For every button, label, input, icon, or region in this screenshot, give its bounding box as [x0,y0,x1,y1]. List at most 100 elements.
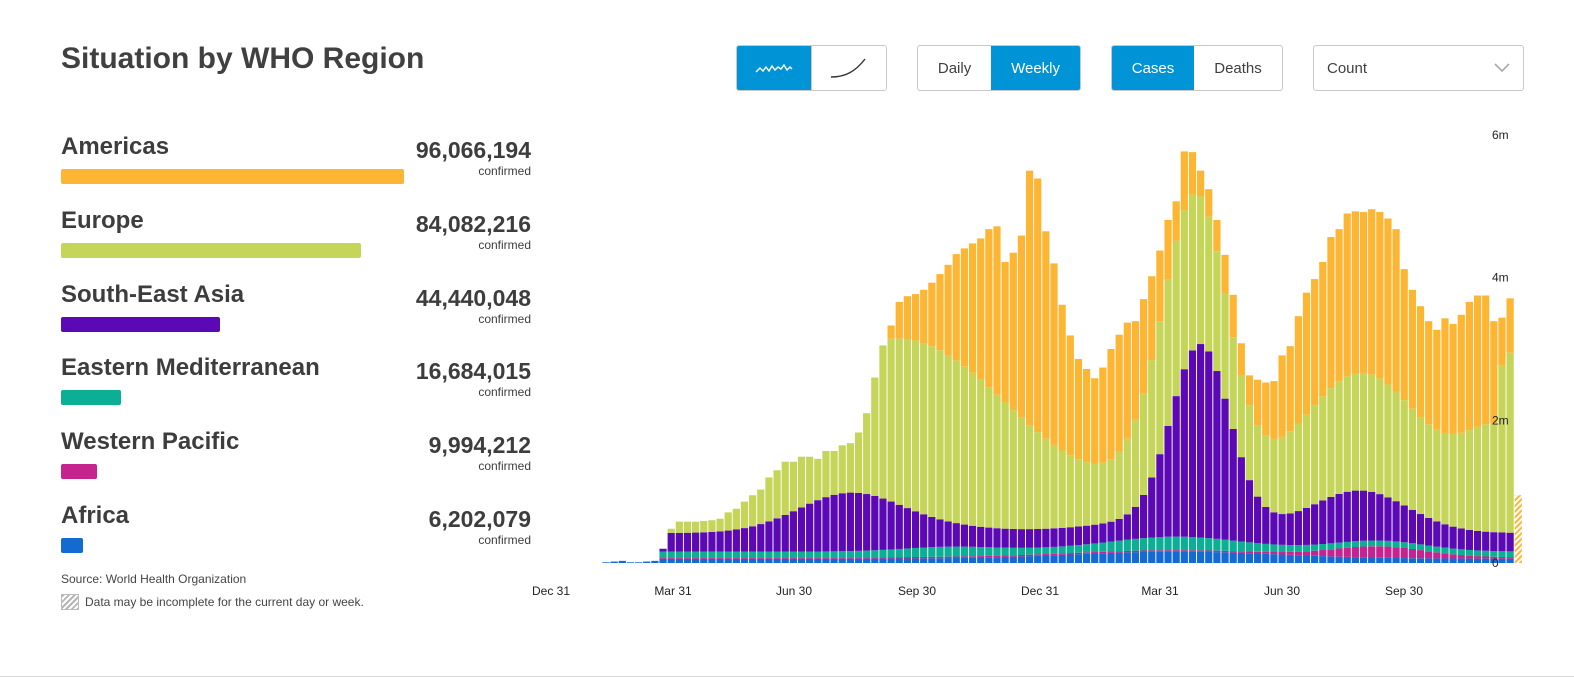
bar-segment[interactable] [1392,557,1400,563]
bar-segment[interactable] [960,524,969,547]
bar-segment[interactable] [1229,337,1237,429]
bar-segment[interactable] [1245,551,1254,554]
bar-segment[interactable] [1482,550,1490,557]
bar-segment[interactable] [1017,529,1026,548]
bar-segment[interactable] [651,560,659,563]
bar-segment[interactable] [936,556,944,559]
bar-segment[interactable] [1254,379,1262,426]
bar-segment[interactable] [765,477,773,522]
bar-segment[interactable] [1384,218,1392,385]
bar-segment[interactable] [1327,496,1335,544]
bar-segment[interactable] [1107,541,1115,552]
bar-segment[interactable] [806,456,814,504]
bar-segment[interactable] [863,494,871,551]
bar-segment[interactable] [977,238,985,380]
bar-segment[interactable] [773,558,781,563]
bar-segment[interactable] [814,557,822,559]
bar-segment[interactable] [1278,355,1286,437]
bar-segment[interactable] [1197,170,1205,197]
bar-segment[interactable] [920,547,928,557]
bar-segment[interactable] [659,548,667,552]
bar-segment[interactable] [1498,317,1506,366]
bar-segment[interactable] [1237,551,1245,553]
bar-segment[interactable] [1473,550,1482,557]
bar-segment[interactable] [740,558,749,563]
bar-segment[interactable] [968,525,977,547]
bar-segment[interactable] [1270,552,1278,555]
bar-segment[interactable] [1156,550,1164,552]
bar-segment[interactable] [1376,557,1384,563]
bar-segment[interactable] [1245,553,1254,563]
bar-segment[interactable] [1498,365,1506,533]
bar-segment[interactable] [1254,553,1262,563]
bar-segment[interactable] [1327,388,1335,497]
bar-segment[interactable] [1368,546,1376,558]
bar-segment[interactable] [1099,367,1107,463]
bar-segment[interactable] [1001,528,1009,548]
bar-segment[interactable] [1082,525,1091,545]
bar-segment[interactable] [1286,346,1294,432]
bar-segment[interactable] [1433,558,1441,563]
bar-segment[interactable] [822,557,830,559]
bar-segment[interactable] [814,558,822,563]
bar-segment[interactable] [1343,491,1351,542]
bar-segment[interactable] [1351,211,1359,374]
bar-segment[interactable] [732,508,740,530]
bar-segment[interactable] [1034,547,1042,555]
bar-segment[interactable] [1449,324,1457,434]
bar-segment[interactable] [1441,547,1449,554]
region-item[interactable]: Western Pacific 9,994,212 confirmed [61,428,531,502]
bar-segment[interactable] [749,557,757,559]
bar-segment[interactable] [1278,554,1286,563]
bar-segment[interactable] [1425,517,1433,546]
bar-segment[interactable] [1050,553,1058,556]
bar-segment[interactable] [1099,523,1107,543]
bar-segment[interactable] [1506,558,1514,563]
bar-segment[interactable] [708,551,716,558]
bar-segment[interactable] [1188,537,1197,551]
bar-segment[interactable] [1262,382,1270,436]
bar-segment[interactable] [1066,527,1074,546]
bar-segment[interactable] [1384,384,1392,498]
cumulative-curve-button[interactable] [811,46,886,90]
bar-segment[interactable] [920,343,928,515]
bar-segment[interactable] [1368,557,1376,563]
bar-segment[interactable] [716,551,724,558]
bar-segment[interactable] [838,445,846,494]
bar-segment[interactable] [1156,250,1164,322]
bar-segment[interactable] [806,557,814,559]
bar-segment[interactable] [1050,444,1058,529]
bar-segment[interactable] [806,503,814,552]
bar-segment[interactable] [1302,551,1311,556]
bar-segment[interactable] [1270,544,1278,553]
bar-segment[interactable] [1425,321,1433,425]
bar-segment[interactable] [1392,229,1400,392]
bar-segment[interactable] [1034,432,1042,529]
bar-segment[interactable] [1482,424,1490,532]
bar-segment[interactable] [700,520,708,533]
bar-segment[interactable] [928,282,936,347]
region-item[interactable]: Eastern Mediterranean 16,684,015 confirmed [61,354,531,428]
bar-segment[interactable] [1091,552,1099,554]
bar-segment[interactable] [610,561,618,563]
bar-segment[interactable] [1213,371,1221,539]
bar-segment[interactable] [1074,526,1083,546]
bar-segment[interactable] [1262,553,1270,563]
bar-segment[interactable] [1058,546,1066,554]
bar-segment[interactable] [1066,545,1074,554]
bar-segment[interactable] [944,354,952,522]
bar-segment[interactable] [1311,279,1319,406]
bar-segment[interactable] [1034,555,1042,563]
bar-segment[interactable] [667,532,675,552]
bar-segment[interactable] [700,558,708,563]
bar-segment[interactable] [659,557,667,559]
bar-segment[interactable] [716,518,724,532]
bar-segment[interactable] [944,546,952,557]
bar-segment[interactable] [879,498,887,550]
bar-segment[interactable] [749,526,757,552]
cases-button[interactable]: Cases [1112,46,1195,90]
bar-segment[interactable] [1131,321,1140,420]
bar-segment[interactable] [985,229,993,388]
bar-segment[interactable] [822,551,830,558]
bar-segment[interactable] [1506,352,1514,533]
